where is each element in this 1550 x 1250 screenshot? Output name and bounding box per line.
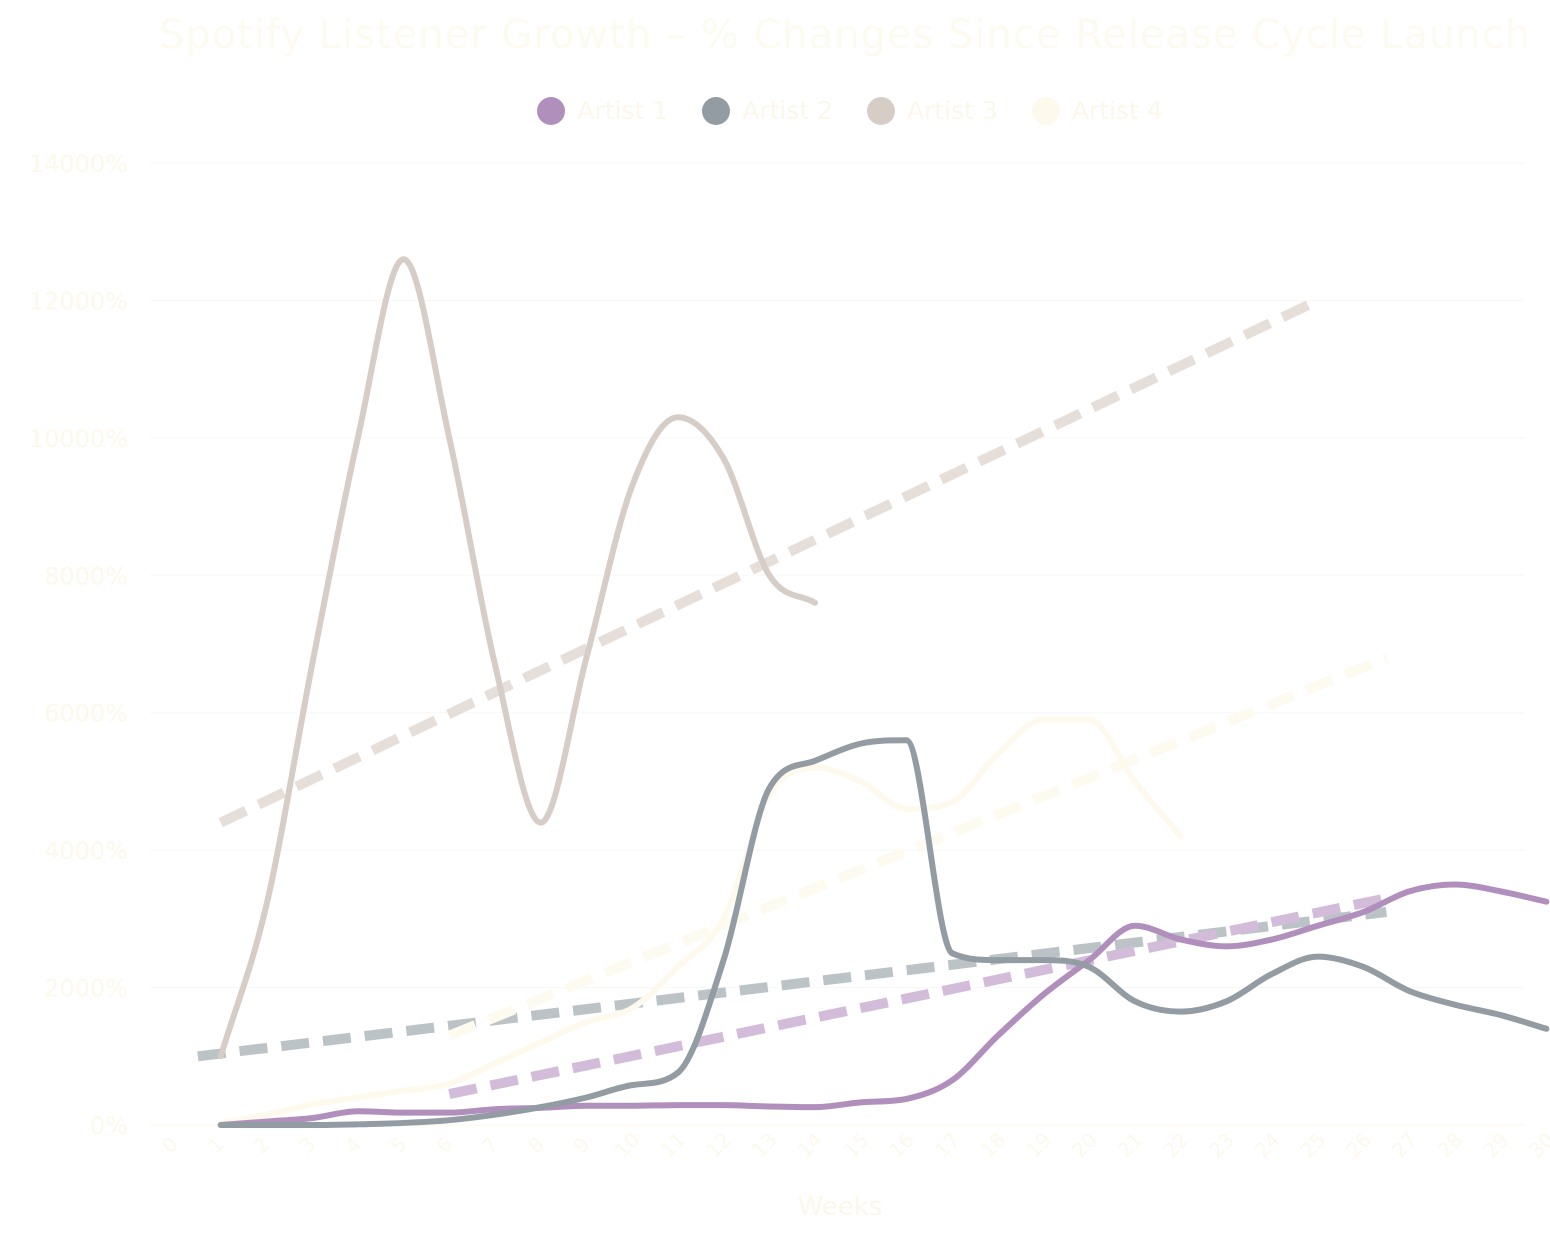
x-tick-label: 10: [610, 1128, 645, 1163]
series-lines: [217, 256, 1550, 1128]
x-tick-label: 25: [1295, 1128, 1330, 1163]
legend-marker-artist-4: [1031, 96, 1060, 125]
y-tick-label: 0%: [90, 1112, 128, 1140]
x-tick-label: 19: [1021, 1128, 1056, 1163]
x-tick-label: 13: [747, 1128, 782, 1163]
series-line-artist-2: [217, 737, 1550, 1128]
x-tick-label: 9: [568, 1132, 594, 1158]
series-line-artist-1: [217, 881, 1550, 1128]
y-tick-label: 8000%: [44, 562, 128, 590]
y-tick-label: 14000%: [29, 150, 128, 178]
x-tick-label: 11: [655, 1128, 690, 1163]
y-tick-label: 12000%: [29, 287, 128, 315]
x-tick-label: 6: [431, 1132, 457, 1158]
trendline-artist-4: [447, 653, 1389, 1041]
x-tick-label: 29: [1478, 1128, 1513, 1163]
x-tick-label: 0: [157, 1132, 183, 1158]
trendline-artist-3: [218, 295, 1321, 828]
x-tick-label: 21: [1113, 1128, 1148, 1163]
x-tick-label: 20: [1067, 1128, 1102, 1163]
x-tick-label: 27: [1387, 1128, 1422, 1163]
x-tick-label: 30: [1524, 1128, 1550, 1163]
x-tick-label: 28: [1433, 1128, 1468, 1163]
trendline-artist-1: [448, 893, 1388, 1099]
y-tick-label: 2000%: [44, 975, 128, 1003]
trendlines: [197, 295, 1389, 1099]
x-tick-label: 5: [386, 1132, 412, 1158]
x-tick-label: 26: [1341, 1128, 1376, 1163]
x-tick-label: 24: [1250, 1128, 1285, 1163]
series-line-artist-3: [217, 256, 818, 1060]
legend-item-artist-3[interactable]: Artist 3: [867, 96, 998, 125]
x-axis-title: Weeks: [797, 1192, 883, 1222]
legend-label-artist-3: Artist 3: [907, 96, 998, 125]
legend-marker-artist-2: [702, 96, 731, 125]
x-tick-label: 12: [701, 1128, 736, 1163]
legend: Artist 1 Artist 2 Artist 3 Artist 4: [0, 96, 1550, 125]
legend-label-artist-1: Artist 1: [577, 96, 669, 125]
axes: 0% 2000% 4000% 6000% 8000% 10000% 12000% 14000%…: [29, 150, 1550, 1163]
legend-marker-artist-1: [537, 96, 566, 125]
series-line-artist-4: [217, 716, 1184, 1126]
x-tick-label: 18: [975, 1128, 1010, 1163]
x-tick-label: 23: [1204, 1128, 1239, 1163]
x-tick-label: 16: [884, 1128, 919, 1163]
x-tick-label: 22: [1158, 1128, 1193, 1163]
x-tick-label: 17: [930, 1128, 965, 1163]
x-tick-label: 15: [838, 1128, 873, 1163]
x-tick-label: 1: [203, 1132, 229, 1158]
x-tick-label: 4: [340, 1132, 366, 1158]
y-tick-label: 6000%: [44, 700, 128, 728]
legend-marker-artist-3: [867, 96, 895, 125]
x-tick-label: 3: [294, 1132, 320, 1158]
trendline-artist-2: [197, 907, 1388, 1062]
x-tick-label: 14: [793, 1128, 828, 1163]
legend-item-artist-2[interactable]: Artist 2: [702, 96, 833, 125]
x-tick-label: 8: [523, 1132, 549, 1158]
legend-label-artist-2: Artist 2: [742, 96, 833, 125]
x-tick-label: 2: [248, 1132, 274, 1158]
legend-item-artist-1[interactable]: Artist 1: [537, 96, 668, 125]
legend-item-artist-4[interactable]: Artist 4: [1031, 96, 1163, 125]
x-tick-label: 7: [477, 1132, 503, 1158]
chart-title: Spotify Listener Growth – % Changes Sinc…: [158, 12, 1532, 58]
y-tick-label: 10000%: [29, 425, 128, 453]
y-tick-label: 4000%: [44, 837, 128, 865]
legend-label-artist-4: Artist 4: [1071, 96, 1163, 125]
